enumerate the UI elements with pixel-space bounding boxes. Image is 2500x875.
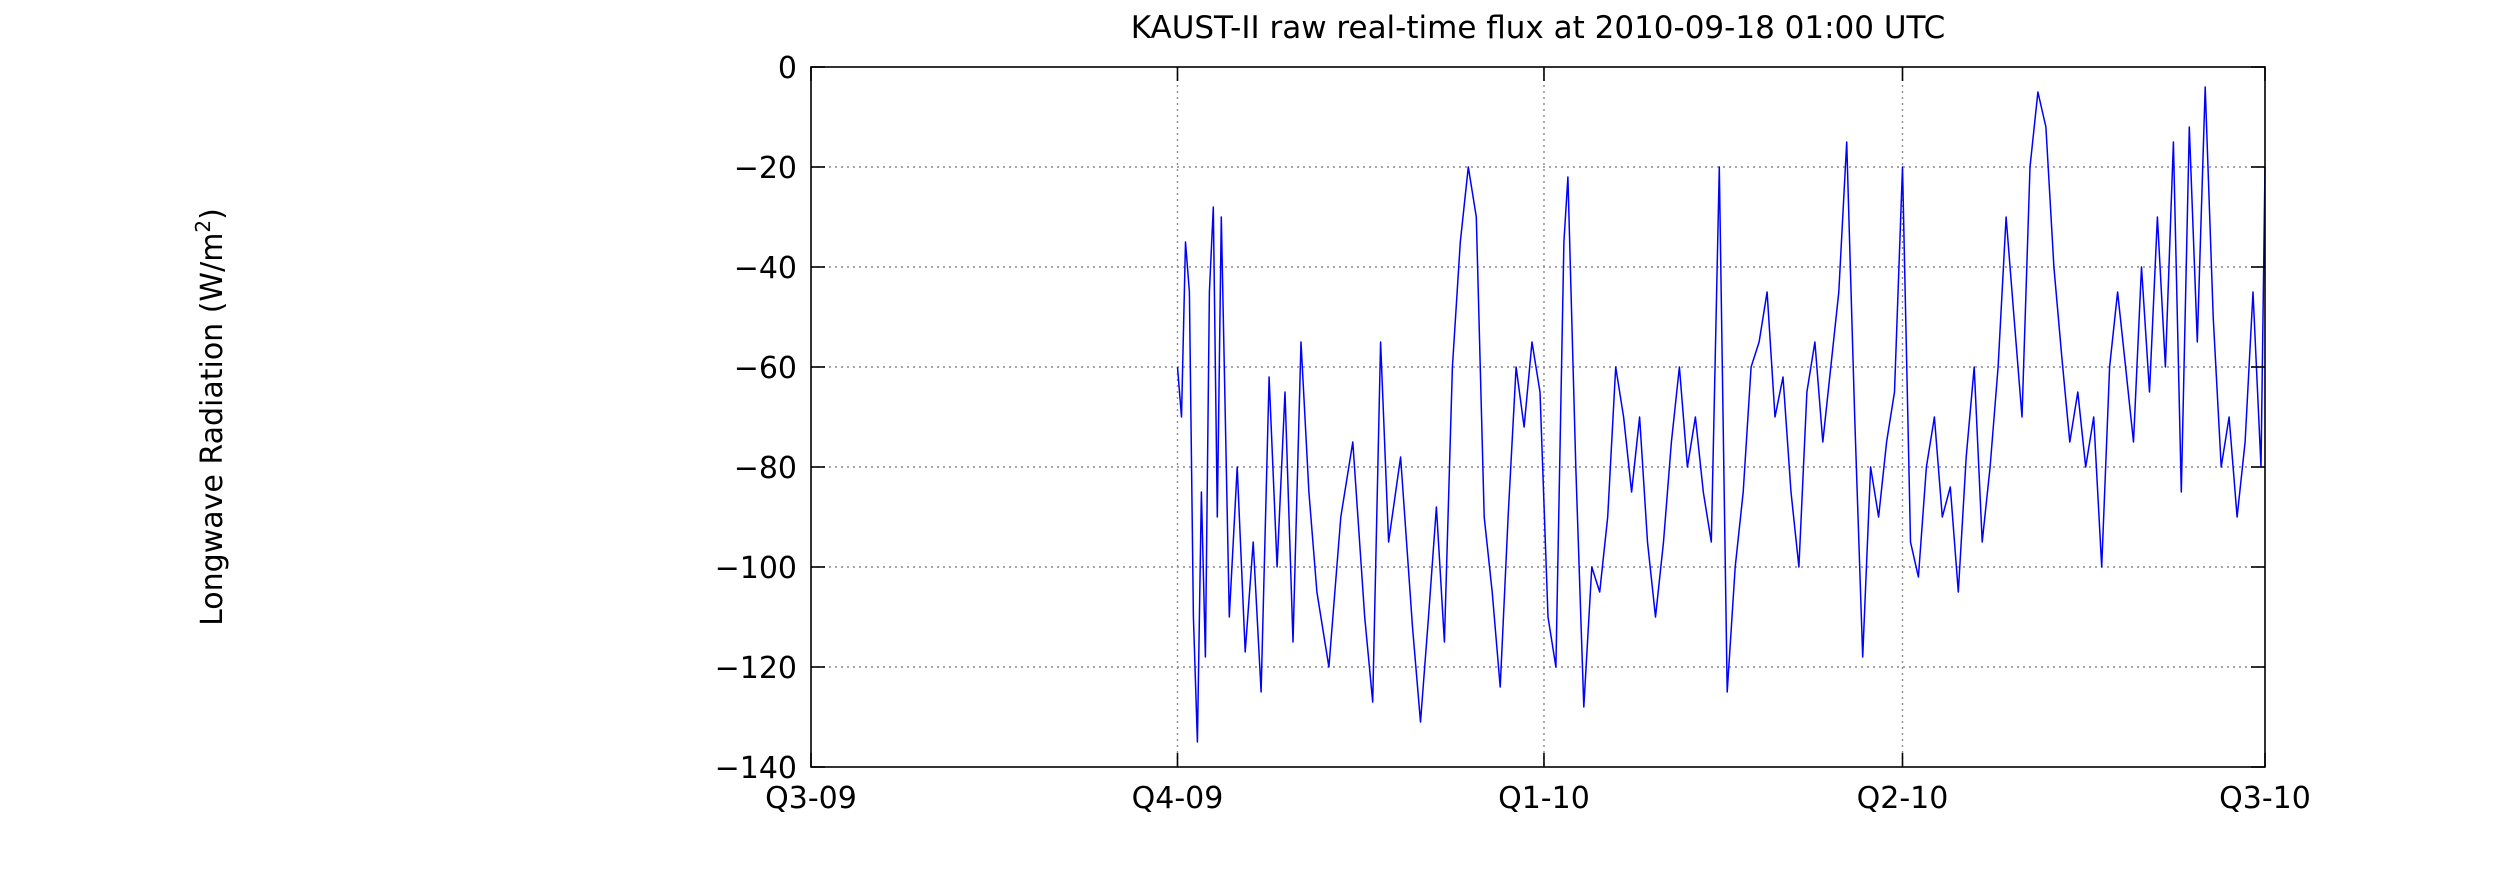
y-tick-label: −40 (734, 251, 797, 286)
y-tick-label: −140 (715, 751, 797, 786)
series-line-longwave (1176, 86, 2266, 743)
y-axis-label-sup: 2 (191, 220, 215, 233)
y-axis-label-main: Longwave Radiation (W/m (195, 233, 230, 626)
x-tick-label: Q3-09 (765, 781, 857, 816)
y-tick-label: −100 (715, 551, 797, 586)
y-tick-label: 0 (778, 51, 797, 86)
y-tick-label: −80 (734, 451, 797, 486)
x-tick-label: Q4-09 (1132, 781, 1224, 816)
chart-title: KAUST-II raw real-time flux at 2010-09-1… (1131, 10, 1946, 46)
y-tick-label: −20 (734, 151, 797, 186)
axis-ticks (810, 66, 2266, 768)
x-tick-labels: Q3-09 Q4-09 Q1-10 Q2-10 Q3-10 (765, 781, 2311, 816)
x-tick-label: Q3-10 (2219, 781, 2311, 816)
x-tick-label: Q1-10 (1498, 781, 1590, 816)
x-tick-label: Q2-10 (1857, 781, 1949, 816)
plot-frame (810, 66, 2266, 768)
gridlines (811, 67, 2265, 767)
y-axis-label-close: ) (195, 208, 230, 220)
y-tick-label: −60 (734, 351, 797, 386)
y-tick-labels: 0 −20 −40 −60 −80 −100 −120 −140 (715, 51, 797, 786)
y-axis-label: Longwave Radiation (W/m2) (191, 208, 230, 626)
y-tick-label: −120 (715, 651, 797, 686)
